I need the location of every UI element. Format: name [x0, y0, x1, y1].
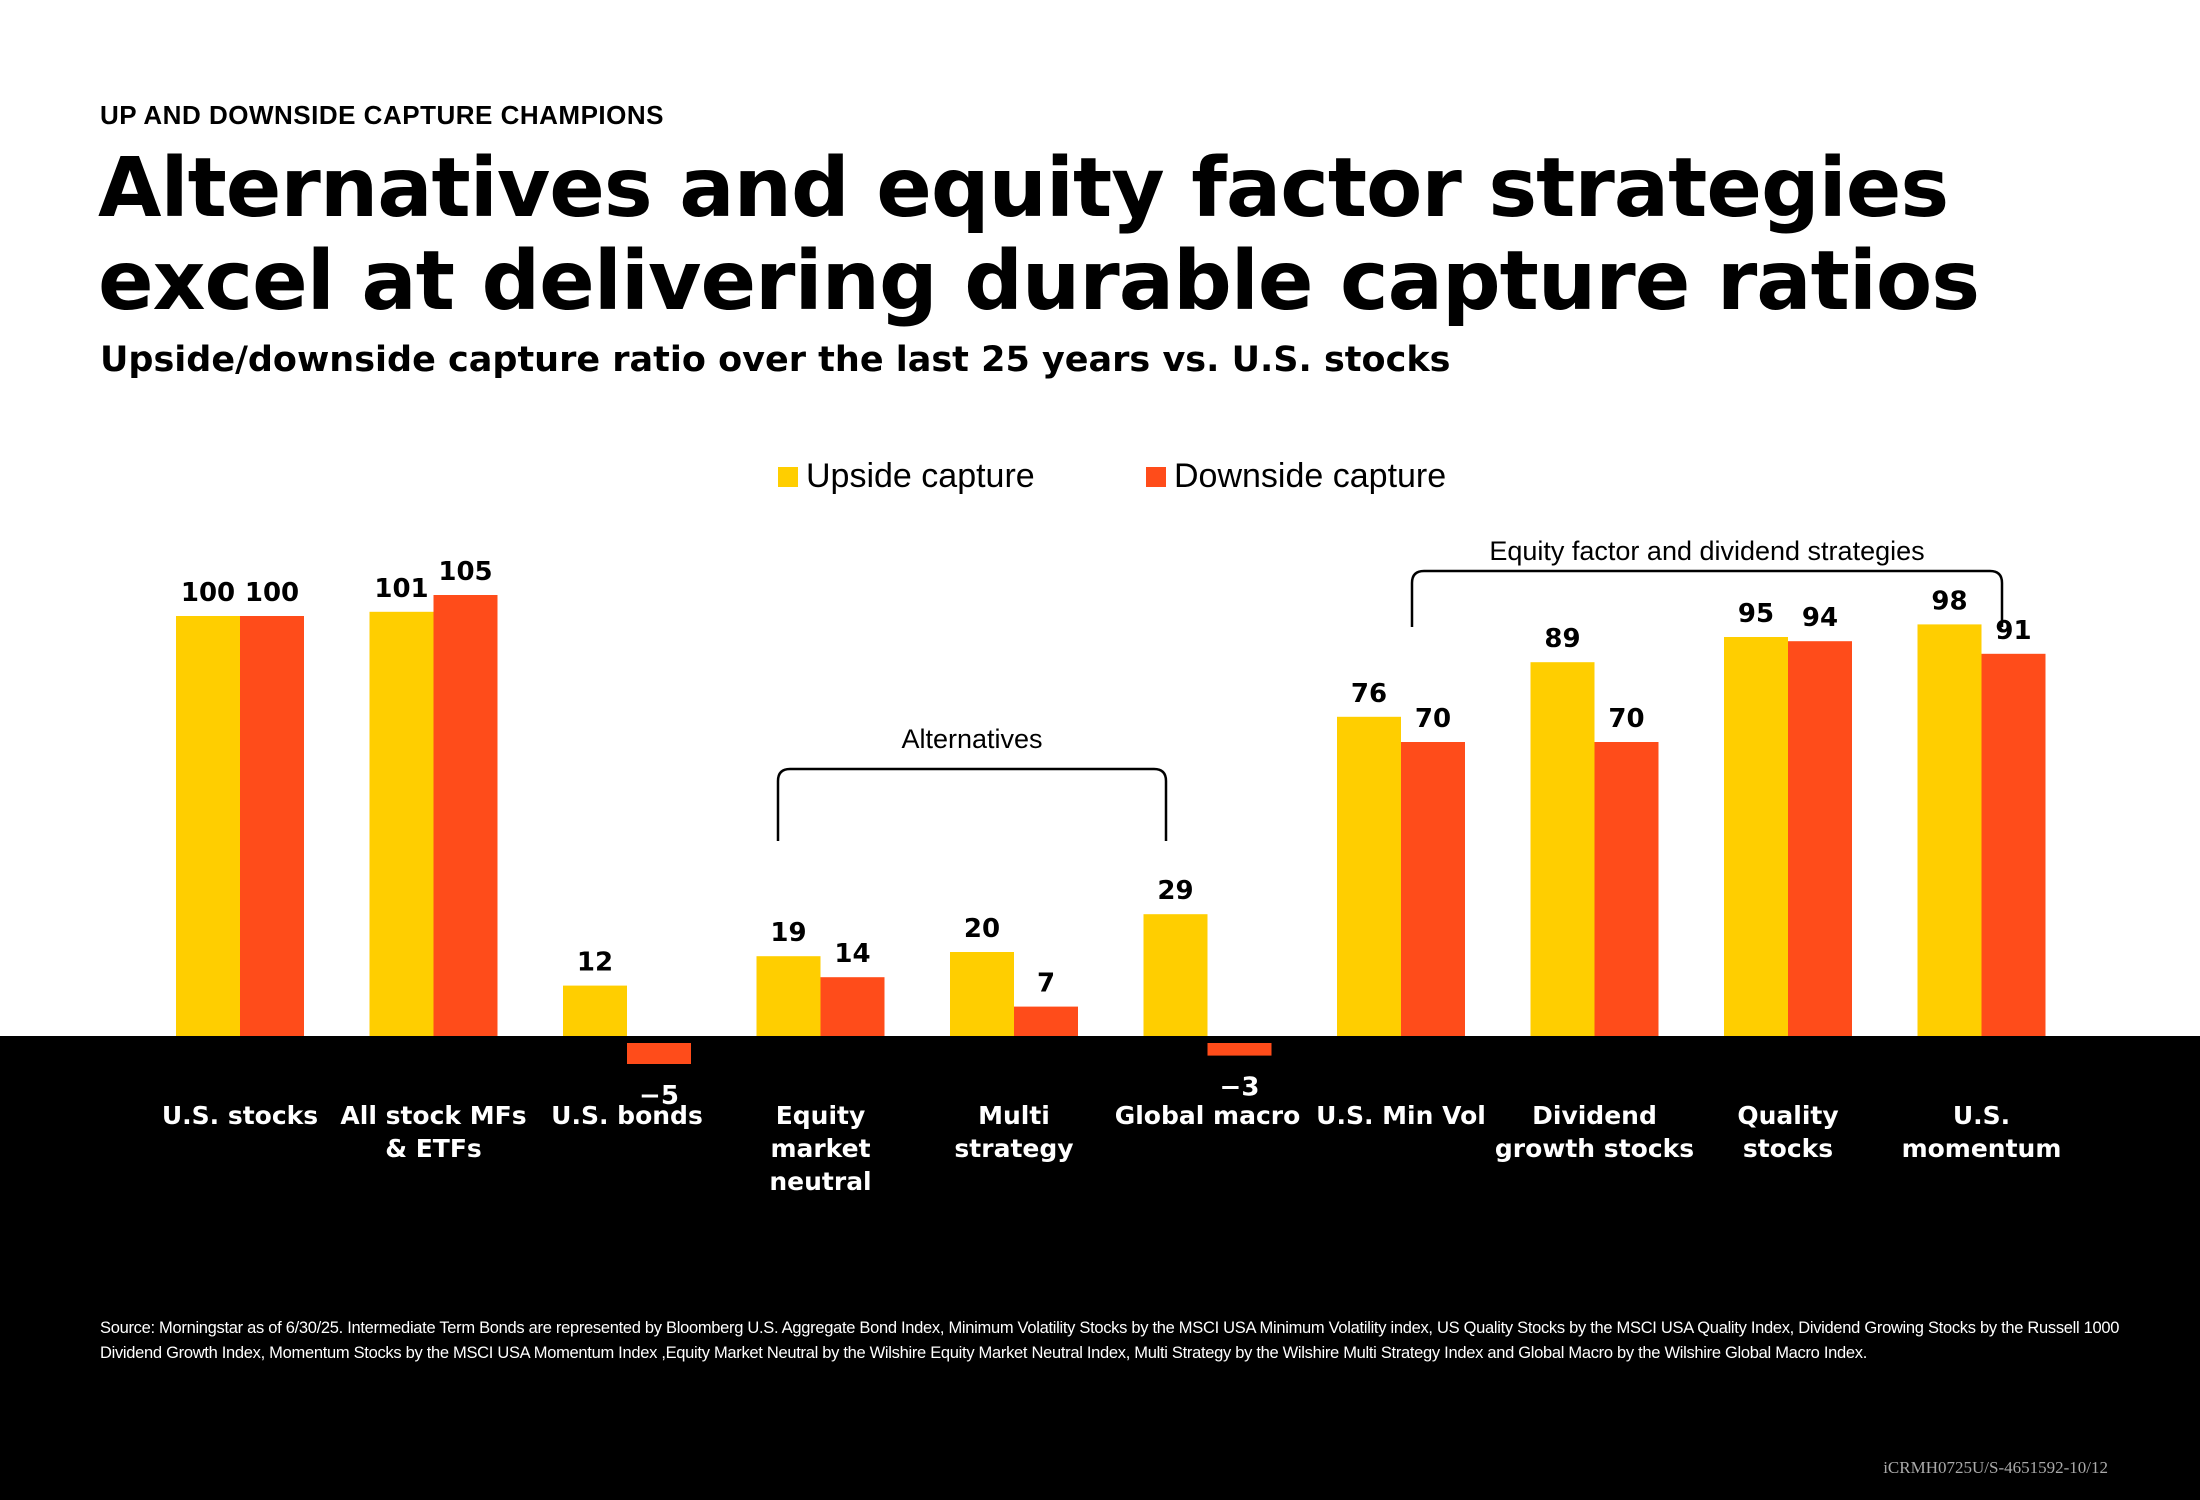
legend-upside-swatch — [778, 466, 798, 487]
category-label: Multi strategy — [954, 1101, 1073, 1163]
category-label-line: strategy — [954, 1134, 1073, 1163]
category-label-line: U.S. — [1953, 1101, 2010, 1130]
upside-bar — [1530, 662, 1595, 1036]
downside-value-label: 105 — [438, 557, 492, 587]
category-label: Quality stocks — [1737, 1101, 1838, 1163]
category-label-line: Multi — [978, 1101, 1050, 1130]
legend-downside-swatch — [1146, 466, 1166, 487]
category-label-line: Global macro — [1115, 1101, 1301, 1130]
category-label-line: Quality — [1737, 1101, 1838, 1130]
upside-bar — [950, 952, 1014, 1036]
upside-bar — [1143, 914, 1208, 1036]
chart-title: Alternatives and equity factor strategie… — [98, 141, 1980, 329]
upside-bar — [1337, 716, 1401, 1036]
category-label: U.S. stocks — [162, 1101, 318, 1130]
group-bracket — [1410, 569, 2004, 627]
group-label: Equity factor and dividend strategies — [1489, 536, 1924, 566]
upside-bar — [1724, 637, 1788, 1036]
downside-bar — [1981, 653, 2046, 1036]
category-label: Equity market neutral — [769, 1101, 871, 1196]
upside-value-label: 95 — [1738, 599, 1774, 629]
category-label: All stock MFs & ETFs — [340, 1101, 526, 1163]
downside-value-label: 100 — [245, 578, 299, 608]
category-label-line: stocks — [1743, 1134, 1833, 1163]
document-code: iCRMH0725U/S-4651592-10/12 — [1883, 1458, 2108, 1477]
group-label: Alternatives — [901, 724, 1042, 754]
downside-value-label: 14 — [834, 939, 870, 969]
category-label-line: momentum — [1902, 1134, 2062, 1163]
downside-value-label: −5 — [639, 1081, 679, 1111]
downside-bar — [627, 1043, 691, 1064]
category-label: Global macro — [1115, 1101, 1301, 1130]
downside-value-label: 7 — [1037, 969, 1055, 999]
upside-value-label: 89 — [1544, 624, 1580, 654]
category-label-line: & ETFs — [385, 1134, 482, 1163]
upside-bar — [176, 616, 240, 1036]
upside-value-label: 29 — [1157, 876, 1193, 906]
upside-value-label: 98 — [1931, 586, 1967, 616]
downside-bar — [1594, 742, 1659, 1036]
source-note: Source: Morningstar as of 6/30/25. Inter… — [100, 1319, 2120, 1362]
downside-bar — [820, 977, 885, 1036]
downside-value-label: 70 — [1608, 704, 1644, 734]
downside-value-label: 94 — [1802, 603, 1838, 633]
legend-downside: Downside capture — [1146, 457, 1446, 496]
upside-value-label: 101 — [374, 574, 428, 604]
upside-bar — [563, 985, 627, 1036]
legend-upside: Upside capture — [778, 457, 1035, 496]
category-label-line: All stock MFs — [340, 1101, 526, 1130]
legend-downside-label: Downside capture — [1174, 457, 1447, 495]
downside-bar — [433, 595, 498, 1036]
category-label-line: growth stocks — [1495, 1134, 1694, 1163]
category-label-line: U.S. bonds — [551, 1101, 703, 1130]
downside-bar — [1014, 1006, 1078, 1036]
upside-bar — [1917, 624, 1982, 1036]
chart-kicker: UP AND DOWNSIDE CAPTURE CHAMPIONS — [100, 100, 664, 130]
category-label-line: Dividend — [1532, 1101, 1657, 1130]
upside-value-label: 19 — [770, 918, 806, 948]
chart-subtitle: Upside/downside capture ratio over the l… — [100, 340, 1451, 380]
downside-value-label: −3 — [1220, 1073, 1260, 1103]
legend: Upside capture Downside capture — [0, 457, 2200, 497]
upside-bar — [369, 611, 434, 1036]
downside-bar — [240, 616, 304, 1036]
downside-bar — [1401, 742, 1465, 1036]
upside-value-label: 76 — [1351, 679, 1387, 709]
footer-band — [0, 1036, 2200, 1500]
downside-value-label: 70 — [1415, 704, 1451, 734]
category-label-line: neutral — [769, 1167, 871, 1196]
category-label-line: Equity — [776, 1101, 866, 1130]
downside-bar — [1788, 641, 1852, 1036]
category-label: Dividend growth stocks — [1495, 1101, 1694, 1163]
category-label: U.S. Min Vol — [1316, 1101, 1486, 1130]
category-label-line: U.S. stocks — [162, 1101, 318, 1130]
upside-value-label: 12 — [577, 948, 613, 978]
upside-bar — [756, 956, 821, 1036]
downside-bar — [1207, 1043, 1272, 1056]
group-bracket — [776, 767, 1168, 841]
upside-value-label: 20 — [964, 914, 1000, 944]
category-label-line: U.S. Min Vol — [1316, 1101, 1486, 1130]
upside-value-label: 100 — [181, 578, 235, 608]
category-label: U.S. momentum — [1902, 1101, 2062, 1163]
category-label-line: market — [770, 1134, 870, 1163]
legend-upside-label: Upside capture — [806, 457, 1035, 495]
category-label: U.S. bonds — [551, 1101, 703, 1130]
